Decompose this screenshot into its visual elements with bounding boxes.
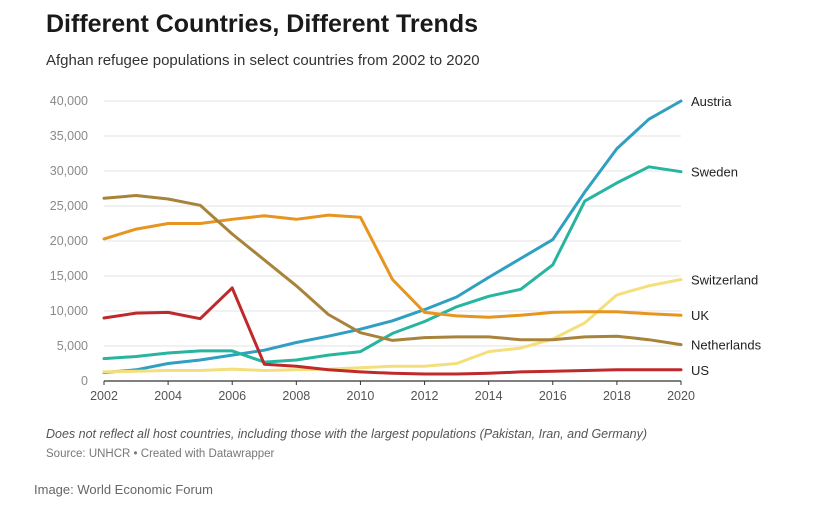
chart-title: Different Countries, Different Trends (46, 10, 478, 38)
y-tick-label: 0 (81, 374, 88, 388)
y-tick-label: 10,000 (50, 304, 88, 318)
series-line-netherlands (102, 194, 683, 347)
series-label-sweden: Sweden (691, 165, 738, 180)
y-tick-label: 20,000 (50, 234, 88, 248)
x-axis-ticks: 2002 2004 2006 2008 2010 2012 2014 2016 2018 2020 (90, 381, 695, 403)
x-tick-label: 2008 (282, 389, 310, 403)
image-credit: Image: World Economic Forum (34, 482, 213, 497)
x-tick-label: 2018 (603, 389, 631, 403)
y-tick-label: 40,000 (50, 94, 88, 108)
series-label-uk: UK (691, 308, 709, 323)
series-end-labels: Austria Sweden Switzerland UK Netherlands US (691, 94, 762, 378)
x-tick-label: 2014 (475, 389, 503, 403)
x-tick-label: 2020 (667, 389, 695, 403)
y-tick-label: 35,000 (50, 129, 88, 143)
series-line-austria (102, 99, 683, 375)
chart-note: Does not reflect all host countries, inc… (46, 427, 648, 441)
series-line-sweden (102, 165, 683, 364)
y-tick-label: 30,000 (50, 164, 88, 178)
x-tick-label: 2010 (347, 389, 375, 403)
series-line-us (102, 286, 683, 376)
series-label-netherlands: Netherlands (691, 338, 762, 353)
line-chart: 0 5,000 10,000 15,000 20,000 25,000 30,000 35,0… (50, 94, 762, 403)
x-tick-label: 2012 (411, 389, 439, 403)
y-tick-label: 5,000 (57, 339, 88, 353)
chart-source: Source: UNHCR • Created with Datawrapper (46, 448, 275, 460)
y-tick-label: 15,000 (50, 269, 88, 283)
y-axis-ticks: 0 5,000 10,000 15,000 20,000 25,000 30,000 35,0… (50, 94, 88, 388)
x-tick-label: 2016 (539, 389, 567, 403)
x-tick-label: 2006 (218, 389, 246, 403)
series-line-switzerland (102, 278, 683, 374)
series-label-switzerland: Switzerland (691, 273, 758, 288)
series-label-austria: Austria (691, 94, 732, 109)
series-label-us: US (691, 363, 709, 378)
x-tick-label: 2004 (154, 389, 182, 403)
y-tick-label: 25,000 (50, 199, 88, 213)
series-lines (102, 99, 683, 376)
x-tick-label: 2002 (90, 389, 118, 403)
chart-subtitle: Afghan refugee populations in select cou… (46, 52, 480, 69)
series-line-uk (102, 213, 683, 319)
